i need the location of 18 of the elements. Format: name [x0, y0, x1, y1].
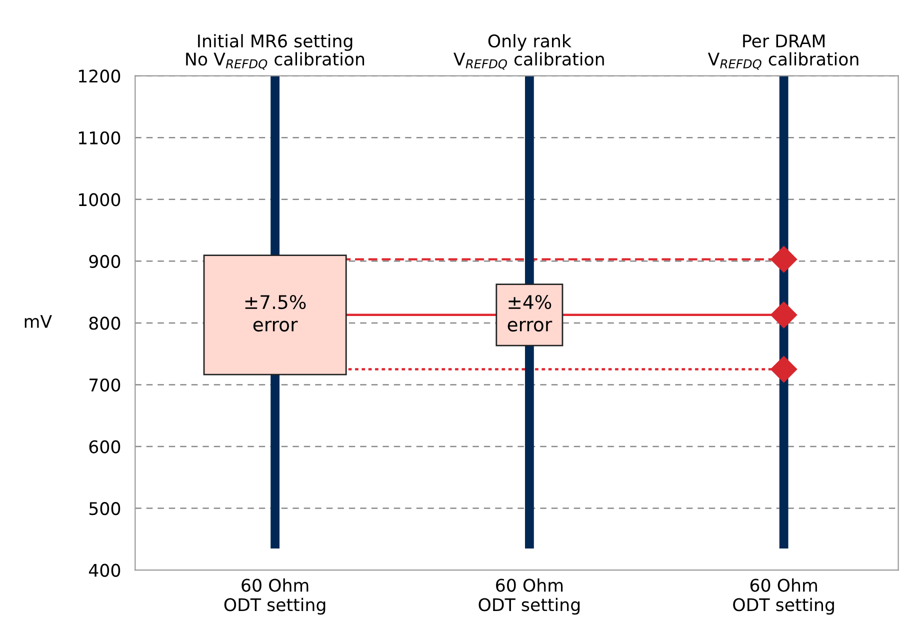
y-tick-label: 900 — [89, 254, 120, 268]
x-tick-label: 60 Ohm ODT setting — [733, 578, 834, 615]
y-tick-label: 1200 — [78, 70, 120, 83]
annotation: ±7.5% error — [245, 294, 306, 332]
y-tick-label: 400 — [88, 564, 120, 577]
text: Only rank V$_{REFDQ}$ calibration — [454, 34, 604, 70]
y-axis-title: mV — [24, 315, 52, 328]
x-tick-label: 60 Ohm ODT setting — [224, 578, 326, 615]
y-tick-label: 600 — [89, 440, 120, 454]
y-tick-label: 700 — [90, 378, 120, 392]
text: Initial MR6 setting No V$_{REFDQ}$ calibration — [186, 34, 364, 70]
text: Per DRAM V$_{REFDQ}$ calibration — [708, 34, 858, 70]
y-tick-label: 1000 — [78, 193, 120, 206]
x-tick-label: 60 Ohm ODT setting — [478, 578, 580, 615]
y-tick-label: 500 — [89, 502, 120, 516]
y-tick-label: 800 — [89, 316, 120, 330]
y-tick-label: 1100 — [78, 131, 120, 144]
annotation: ±4% error — [508, 294, 552, 332]
